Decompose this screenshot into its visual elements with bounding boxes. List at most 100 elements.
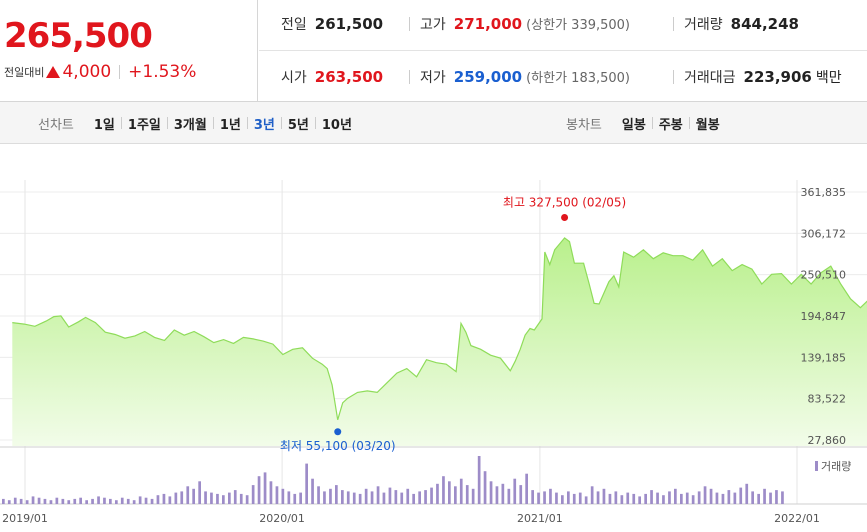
period-5y-tab[interactable]: 5년 — [287, 117, 309, 133]
annotations: 최고 327,500 (02/05) 최저 55,100 (03/20) — [280, 195, 626, 452]
up-triangle-icon — [46, 66, 61, 78]
volume-bar — [596, 491, 600, 504]
volume-bar — [126, 498, 130, 504]
candle-weekly-tab[interactable]: 주봉 — [658, 117, 683, 133]
volume-bar — [222, 495, 225, 504]
volume-bar — [674, 488, 677, 504]
upper-limit: (상한가 339,500) — [526, 18, 631, 33]
line-chart-label: 선차트 — [38, 117, 74, 133]
chart-toolbar: 선차트 1일 1주일 3개월 1년 3년 5년 10년 봉차트 일봉 주봉 월봉 — [0, 102, 867, 144]
volume-bar — [79, 497, 82, 504]
divider — [280, 117, 282, 129]
volume-bar — [638, 496, 641, 504]
divider — [314, 117, 316, 129]
volume-bar — [680, 493, 683, 504]
volume-bar — [2, 498, 5, 504]
divider — [246, 117, 248, 129]
volume-bar — [519, 485, 523, 504]
volume-bar — [406, 488, 410, 504]
volume-bar — [703, 486, 707, 504]
volume-bar — [691, 495, 695, 504]
period-1y-tab[interactable]: 1년 — [219, 117, 241, 133]
volume-bar — [537, 492, 540, 504]
volume-bar — [138, 496, 142, 504]
high-cell: 고가 271,000 (상한가 339,500) — [409, 14, 630, 34]
open-label: 시가 — [281, 70, 307, 86]
divider — [409, 17, 410, 31]
divider — [409, 70, 410, 84]
volume-bar — [329, 488, 332, 504]
volume-bar — [709, 488, 713, 504]
change-value: 4,000 — [62, 62, 112, 82]
volume-bar — [204, 491, 207, 504]
x-tick-label: 2019/01 — [2, 512, 48, 525]
volume-bar — [424, 490, 427, 504]
volume-bar — [477, 456, 481, 504]
volume-bar — [13, 497, 17, 504]
volume-bar — [495, 486, 499, 504]
volume-bar — [454, 486, 457, 504]
volume-bar — [186, 486, 190, 504]
volume-bar — [382, 492, 386, 504]
volume-bar — [37, 497, 41, 504]
period-10y-tab[interactable]: 10년 — [321, 117, 352, 133]
x-tick-label: 2021/01 — [517, 512, 563, 525]
volume-bar — [352, 492, 356, 504]
price-chart: 361,835 306,172 250,510 194,847 139,185 83,52… — [0, 180, 867, 525]
volume-bar — [567, 491, 570, 504]
period-1d-tab[interactable]: 1일 — [93, 117, 115, 133]
candle-daily-tab[interactable]: 일봉 — [621, 117, 646, 133]
line-chart-periods: 선차트 1일 1주일 3개월 1년 3년 5년 10년 — [38, 102, 358, 144]
current-price-box: 265,500 전일대비 4,000 +1.53% — [0, 0, 258, 102]
volume-bar — [763, 488, 766, 504]
y-tick-label: 83,522 — [808, 393, 847, 406]
volume-bar — [781, 491, 784, 504]
volume-bar — [103, 497, 106, 504]
y-tick-label: 361,835 — [801, 186, 847, 199]
volume-bar — [305, 463, 308, 504]
volume-bar — [614, 491, 618, 504]
amount-label: 거래대금 — [684, 70, 736, 86]
x-tick-label: 2022/01 — [774, 512, 820, 525]
volume-bar — [721, 493, 725, 504]
volume-value: 844,248 — [730, 15, 799, 33]
volume-bar — [275, 486, 279, 504]
volume-bar — [228, 492, 231, 504]
volume-bar — [85, 500, 88, 504]
period-3y-tab[interactable]: 3년 — [253, 117, 275, 133]
volume-bar — [370, 491, 374, 504]
volume-bar — [216, 493, 219, 504]
lower-limit: (하한가 183,500) — [526, 71, 631, 86]
change-row: 전일대비 4,000 +1.53% — [4, 62, 196, 82]
volume-bar — [644, 493, 647, 504]
divider — [651, 117, 653, 129]
volume-bar — [531, 490, 534, 504]
volume-bar — [394, 490, 398, 504]
volume-bar — [25, 500, 29, 504]
volume-bar — [757, 493, 760, 504]
volume-bar — [317, 486, 320, 504]
volume-bar — [97, 496, 100, 504]
divider — [259, 50, 867, 51]
volume-bar — [132, 500, 136, 504]
volume-bar — [162, 493, 166, 504]
volume-bar — [150, 498, 154, 504]
volume-bar — [739, 487, 743, 504]
open-cell: 시가 263,500 — [281, 67, 383, 87]
volume-bar — [471, 488, 475, 504]
candle-monthly-tab[interactable]: 월봉 — [695, 117, 720, 133]
divider — [120, 117, 122, 129]
volume-bar — [549, 488, 552, 504]
volume-bar — [572, 493, 576, 504]
period-3m-tab[interactable]: 3개월 — [173, 117, 207, 133]
volume-cell: 거래량 844,248 — [673, 14, 799, 34]
prev-close-value: 261,500 — [314, 15, 384, 33]
open-value: 263,500 — [314, 68, 384, 86]
volume-bar — [697, 491, 701, 504]
prev-close-label: 전일 — [281, 17, 307, 33]
volume-bar — [412, 493, 415, 504]
volume-bar — [180, 491, 184, 504]
volume-bar — [632, 493, 636, 504]
period-1w-tab[interactable]: 1주일 — [127, 117, 161, 133]
amount-cell: 거래대금 223,906 백만 — [673, 67, 842, 87]
